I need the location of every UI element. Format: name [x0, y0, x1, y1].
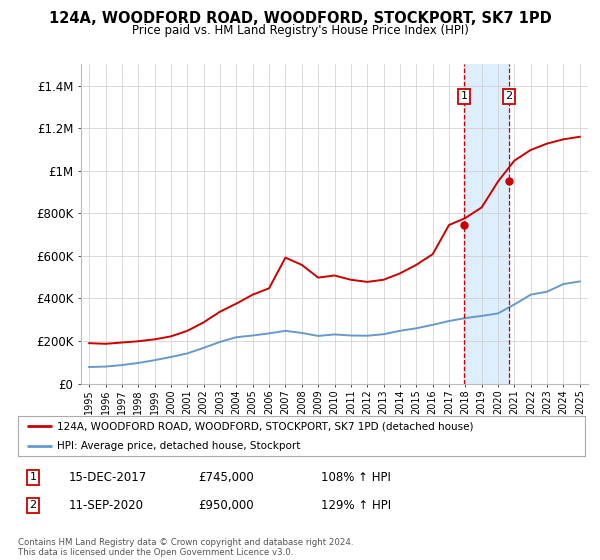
Text: 124A, WOODFORD ROAD, WOODFORD, STOCKPORT, SK7 1PD (detached house): 124A, WOODFORD ROAD, WOODFORD, STOCKPORT…: [56, 421, 473, 431]
Text: 1: 1: [29, 472, 37, 482]
Text: 2: 2: [505, 91, 512, 101]
Text: £745,000: £745,000: [198, 470, 254, 484]
Text: HPI: Average price, detached house, Stockport: HPI: Average price, detached house, Stoc…: [56, 441, 300, 451]
Text: 129% ↑ HPI: 129% ↑ HPI: [321, 498, 391, 512]
Text: 108% ↑ HPI: 108% ↑ HPI: [321, 470, 391, 484]
Text: Price paid vs. HM Land Registry's House Price Index (HPI): Price paid vs. HM Land Registry's House …: [131, 24, 469, 36]
Text: 15-DEC-2017: 15-DEC-2017: [69, 470, 147, 484]
Text: 2: 2: [29, 500, 37, 510]
Text: 124A, WOODFORD ROAD, WOODFORD, STOCKPORT, SK7 1PD: 124A, WOODFORD ROAD, WOODFORD, STOCKPORT…: [49, 11, 551, 26]
Text: £950,000: £950,000: [198, 498, 254, 512]
Bar: [464, 64, 509, 384]
Text: 11-SEP-2020: 11-SEP-2020: [69, 498, 144, 512]
Text: 1: 1: [461, 91, 467, 101]
Text: Contains HM Land Registry data © Crown copyright and database right 2024.
This d: Contains HM Land Registry data © Crown c…: [18, 538, 353, 557]
